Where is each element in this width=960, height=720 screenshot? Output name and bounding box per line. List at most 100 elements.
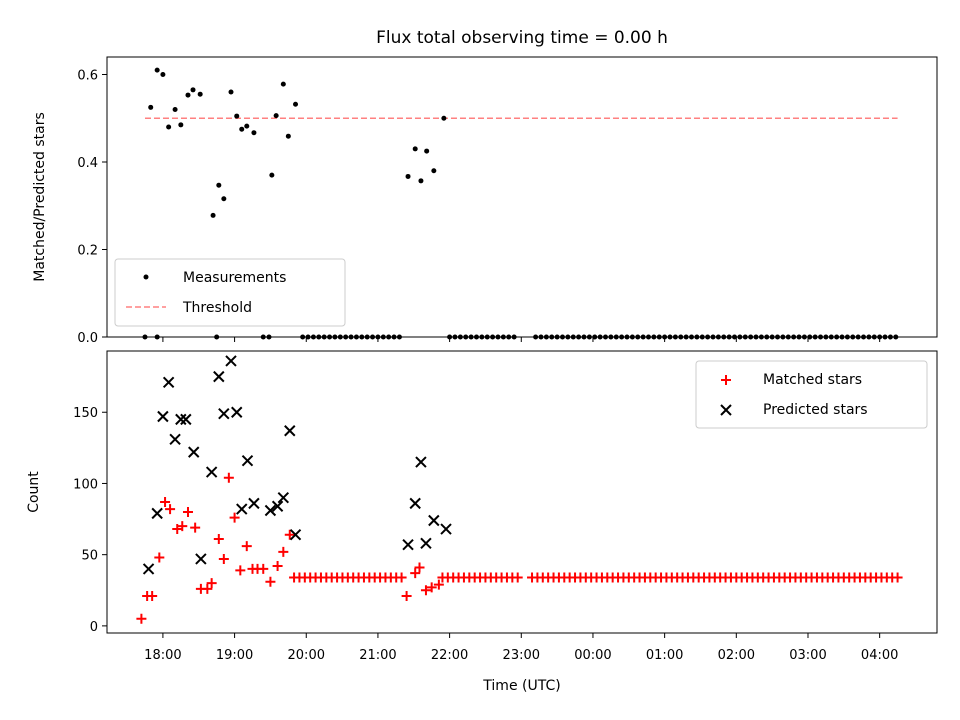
bottom-legend-frame — [695, 360, 928, 429]
predicted-star-point — [241, 454, 254, 467]
predicted-star-point — [409, 497, 421, 510]
top-x-ticks — [162, 337, 881, 342]
measurement-point — [418, 178, 424, 184]
bottom-axes-frame — [106, 350, 938, 634]
predicted-star-point — [428, 514, 440, 527]
legend-predicted-marker — [720, 404, 732, 416]
matched-star-point — [202, 583, 213, 594]
top-y-tick-label: 0.0 — [77, 331, 98, 346]
matched-star-point — [177, 521, 188, 532]
measurement-point — [216, 182, 222, 188]
bottom-x-tick-label: 02:00 — [718, 648, 755, 663]
predicted-star-point — [213, 370, 225, 383]
matched-star-point — [147, 590, 158, 601]
top-y-tick-label: 0.2 — [77, 244, 98, 259]
bottom-x-tick-label: 22:00 — [431, 648, 468, 663]
bottom-x-tick-label: 20:00 — [288, 648, 325, 663]
measurement-point — [234, 113, 240, 119]
measurement-point — [185, 92, 191, 98]
bottom-x-tick-label: 01:00 — [646, 648, 683, 663]
top-y-axis-label: Matched/Predicted stars — [32, 112, 48, 282]
matched-star-point — [165, 504, 176, 515]
measurement-point — [178, 122, 184, 128]
predicted-star-point — [151, 507, 163, 520]
bottom-y-tick-label: 150 — [73, 406, 98, 421]
predicted-star-point — [180, 413, 192, 426]
chart-title: Flux total observing time = 0.00 h — [376, 28, 668, 48]
measurement-point — [431, 168, 437, 174]
predicted-star-point — [225, 355, 237, 367]
top-axes-frame — [106, 56, 938, 338]
bottom-y-ticks: 0 50 100 150 — [73, 406, 107, 635]
bottom-x-tick-label: 18:00 — [144, 648, 181, 663]
matched-star-point — [420, 585, 431, 596]
matched-star-point — [272, 561, 283, 572]
measurement-point — [239, 126, 245, 132]
predicted-star-point — [402, 538, 414, 551]
measurement-point — [273, 113, 279, 119]
bottom-y-axis-label: Count — [26, 471, 42, 513]
matched-star-point — [190, 522, 201, 533]
legend-measurements-label: Measurements — [183, 270, 286, 286]
matched-star-point — [136, 613, 147, 624]
measurement-point — [269, 172, 275, 178]
predicted-star-point — [205, 466, 218, 478]
measurement-point — [251, 130, 257, 136]
bottom-x-tick-label: 04:00 — [861, 648, 898, 663]
bottom-x-tick-label: 19:00 — [216, 648, 253, 663]
matched-star-point — [182, 506, 193, 517]
predicted-star-point — [157, 410, 169, 423]
legend-matched-label: Matched stars — [763, 372, 862, 388]
measurement-point — [405, 173, 411, 179]
predicted-star-point — [248, 497, 260, 510]
matched-star-point — [414, 562, 425, 573]
top-axes: 0.0 0.2 0.4 0.6 Matched/Predicted stars Mea… — [32, 56, 938, 346]
measurement-point — [197, 91, 203, 97]
measurement-point — [293, 101, 299, 107]
top-y-tick-label: 0.4 — [77, 156, 98, 171]
bottom-data-marks — [136, 355, 903, 624]
predicted-star-point — [142, 563, 155, 575]
predicted-star-point — [169, 433, 181, 446]
predicted-star-point — [271, 500, 284, 512]
measurement-point — [148, 104, 154, 110]
matched-star-point — [218, 553, 229, 564]
measurement-point — [210, 212, 216, 218]
measurement-point — [154, 67, 160, 73]
measurement-point — [441, 115, 447, 121]
measurement-point — [190, 87, 196, 93]
matched-star-point — [410, 568, 421, 579]
matched-star-point — [206, 578, 217, 589]
measurement-point — [166, 124, 172, 130]
bottom-x-tick-label: 00:00 — [574, 648, 611, 663]
matched-star-point — [284, 529, 295, 540]
bottom-axes: 0 50 100 150 18:00 19:00 20:00 21:00 22:00 23:00… — [26, 350, 938, 694]
matched-star-point — [235, 565, 246, 576]
measurement-point — [280, 81, 286, 87]
matched-star-point — [213, 534, 224, 544]
predicted-star-point — [420, 537, 432, 549]
legend-threshold-label: Threshold — [182, 300, 252, 316]
top-y-tick-label: 0.6 — [77, 69, 98, 84]
measurement-point — [285, 133, 291, 139]
matched-star-point — [258, 563, 269, 574]
predicted-star-point — [188, 446, 200, 458]
predicted-star-point — [175, 413, 187, 426]
bottom-x-tick-label: 03:00 — [789, 648, 826, 663]
measurement-point — [412, 146, 418, 152]
predicted-star-point — [162, 376, 175, 389]
top-legend: Measurements Threshold — [114, 258, 346, 327]
legend-predicted-label: Predicted stars — [763, 402, 868, 418]
bottom-y-tick-label: 0 — [90, 620, 98, 635]
matched-star-point — [241, 541, 252, 552]
predicted-star-point — [277, 491, 290, 504]
measurement-point — [221, 196, 227, 202]
bottom-x-tick-label: 23:00 — [503, 648, 540, 663]
matched-star-point — [512, 572, 523, 583]
matched-star-point — [278, 546, 289, 557]
predicted-star-point — [264, 504, 277, 517]
matched-star-point — [160, 496, 171, 507]
legend-measurements-marker — [143, 274, 149, 280]
top-y-ticks: 0.0 0.2 0.4 0.6 — [77, 69, 107, 346]
